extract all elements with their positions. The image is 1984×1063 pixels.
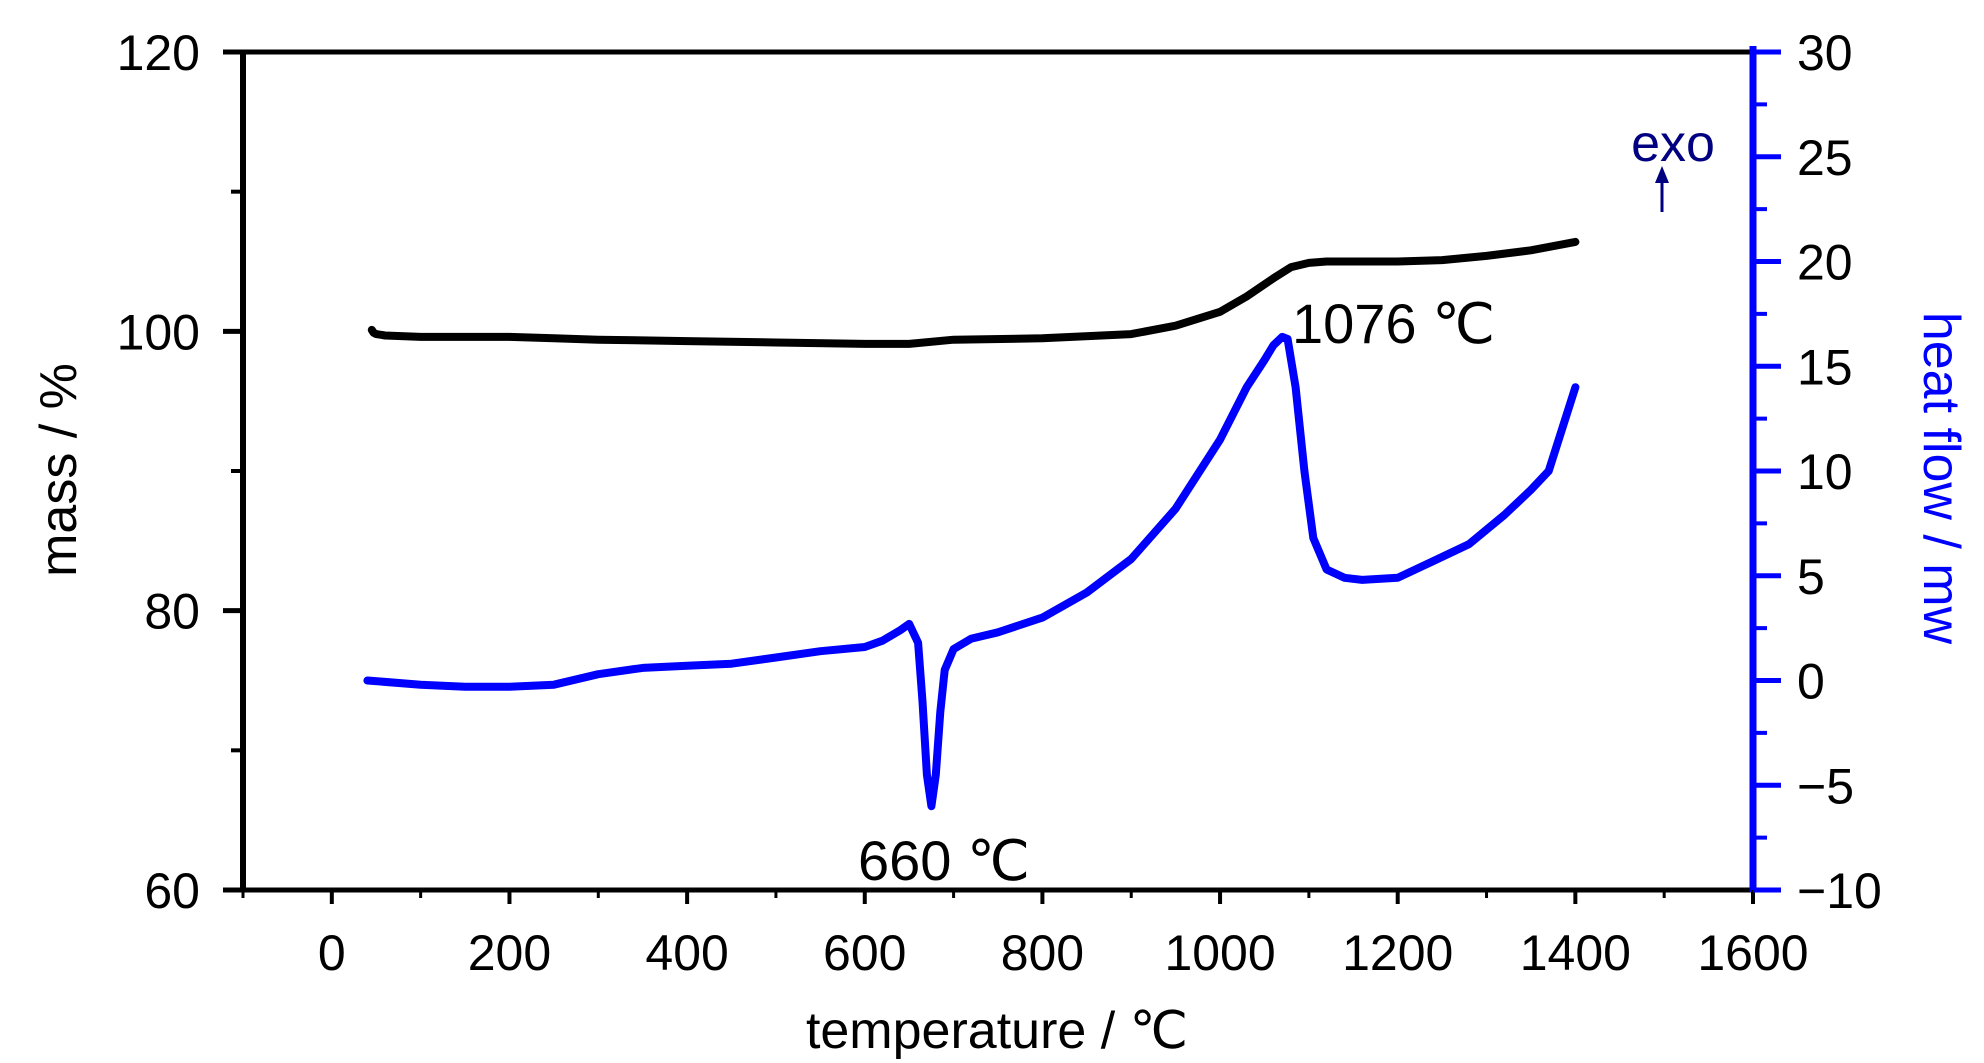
left-y-tick-label: 120 [117, 25, 200, 81]
left-y-tick-label: 80 [144, 584, 200, 640]
exo-label: exo [1631, 115, 1715, 173]
x-axis-title: temperature / ℃ [806, 1002, 1188, 1060]
x-tick-label: 1600 [1697, 925, 1808, 981]
left-y-tick-label: 100 [117, 304, 200, 360]
x-tick-label: 800 [1001, 925, 1084, 981]
right-y-axis-title: heat flow / mw [1912, 312, 1970, 645]
right-y-tick-label: 10 [1797, 444, 1853, 500]
right-y-axis-ticks: −10 −5 0 5 10 15 20 25 30 [1753, 25, 1882, 919]
peak-annotation-1076: 1076 ℃ [1292, 292, 1495, 355]
x-tick-label: 200 [468, 925, 551, 981]
right-y-tick-label: −10 [1797, 863, 1882, 919]
right-y-tick-label: 25 [1797, 130, 1853, 186]
heat-flow-series-line [363, 332, 1580, 811]
x-tick-label: 600 [823, 925, 906, 981]
x-tick-label: 1400 [1520, 925, 1631, 981]
right-y-tick-label: 0 [1797, 654, 1825, 710]
x-tick-label: 0 [318, 925, 346, 981]
exo-arrow-icon [1655, 166, 1669, 183]
left-y-axis-ticks: 60 80 100 120 [117, 25, 243, 919]
x-axis-ticks: 0 200 400 600 800 1000 1200 1400 1600 [241, 890, 1809, 981]
peak-annotation-660: 660 ℃ [858, 829, 1030, 892]
x-tick-label: 400 [645, 925, 728, 981]
right-y-tick-label: 20 [1797, 235, 1853, 291]
right-y-tick-label: 30 [1797, 25, 1853, 81]
x-tick-label: 1000 [1164, 925, 1275, 981]
right-y-tick-label: 5 [1797, 549, 1825, 605]
left-y-tick-label: 60 [144, 863, 200, 919]
left-y-axis-title: mass / % [30, 363, 88, 577]
mass-series-line [367, 237, 1580, 348]
x-tick-label: 1200 [1342, 925, 1453, 981]
right-y-tick-label: 15 [1797, 339, 1853, 395]
right-y-tick-label: −5 [1797, 758, 1854, 814]
